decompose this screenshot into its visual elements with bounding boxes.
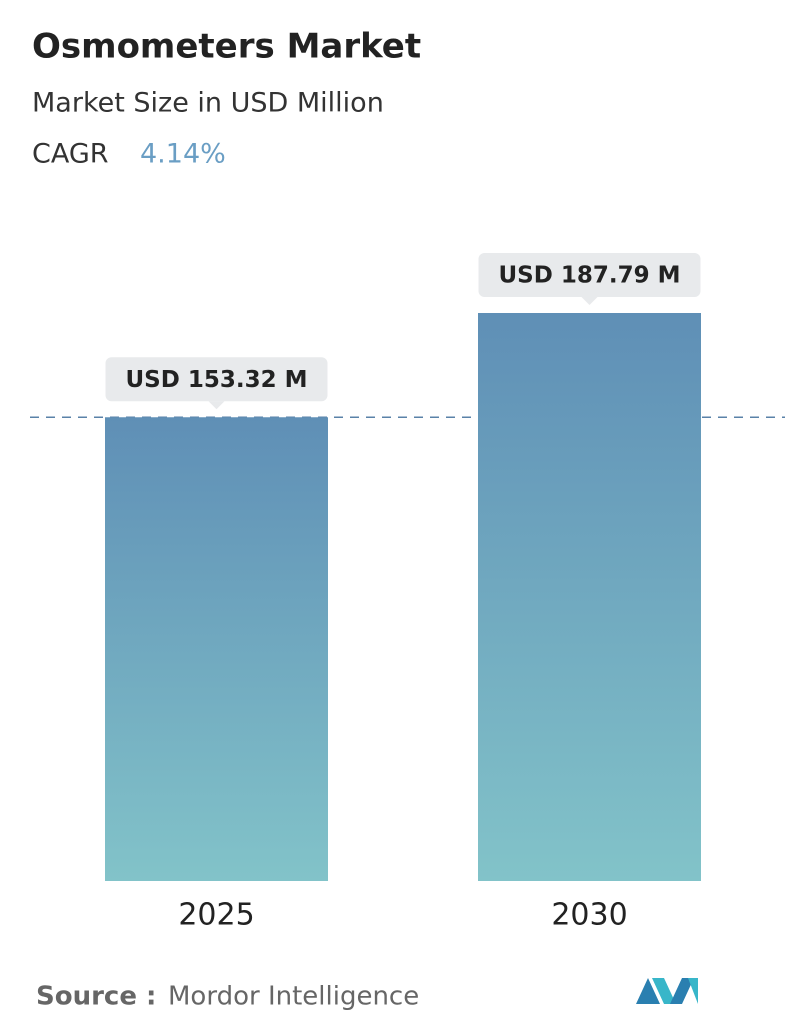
value-label-pointer — [581, 297, 598, 305]
bar — [105, 417, 328, 881]
value-label-text: USD 153.32 M — [126, 367, 308, 393]
x-tick-label: 2030 — [551, 898, 627, 933]
value-label: USD 153.32 M — [105, 357, 328, 410]
plot: USD 153.32 M 2025 USD 187.79 M 2030 — [30, 253, 785, 933]
value-label-text: USD 187.79 M — [499, 263, 681, 289]
logo — [636, 978, 698, 1004]
value-label-pointer — [208, 401, 225, 410]
value-label-box — [478, 253, 701, 297]
chart-subtitle: Market Size in USD Million — [32, 88, 384, 119]
cagr-value: 4.14% — [140, 139, 226, 170]
value-label: USD 187.79 M — [478, 253, 701, 305]
value-label-box — [105, 357, 328, 402]
source-label: Source : — [36, 982, 156, 1012]
x-tick-label: 2025 — [178, 898, 254, 933]
source: Mordor Intelligence — [168, 982, 419, 1012]
bar — [478, 313, 701, 881]
cagr-label: CAGR — [32, 139, 109, 170]
chart-title: Osmometers Market — [32, 27, 421, 67]
